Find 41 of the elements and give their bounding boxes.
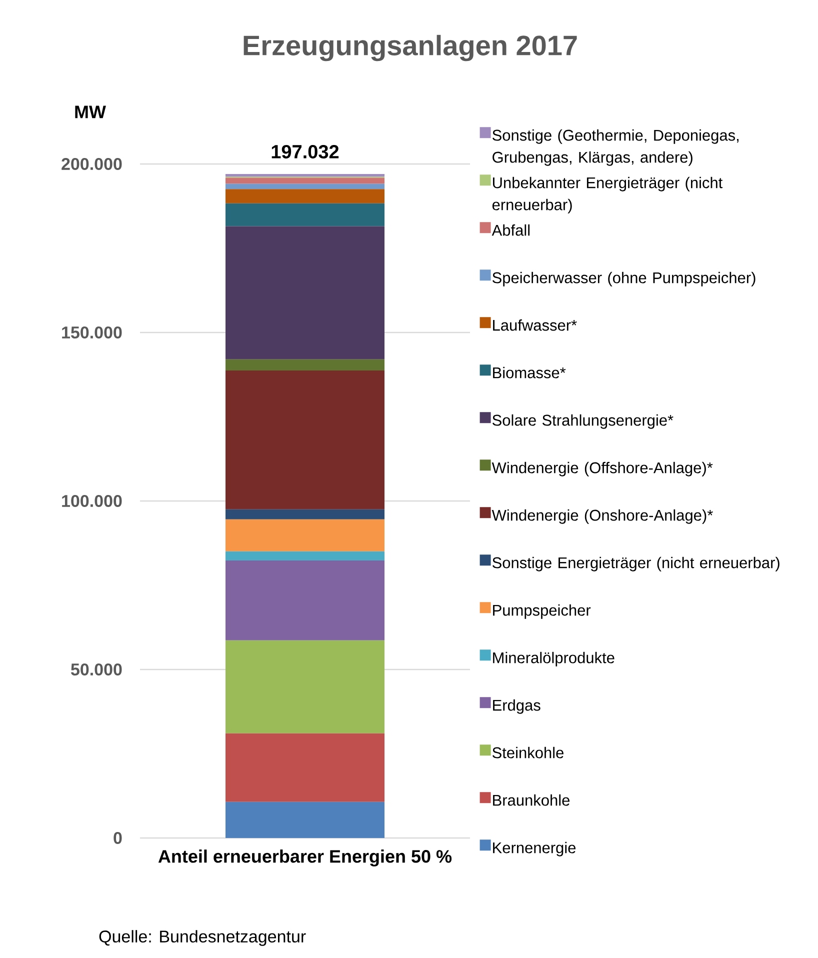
legend-label: Braunkohle: [493, 794, 570, 806]
bar: [226, 226, 384, 360]
x-axis-title: Anteil erneuerbarer Energien 50 %: [158, 850, 452, 866]
y-tick-label: 0: [114, 832, 122, 844]
y-tick-label: 100.000: [62, 494, 122, 508]
chart-title: Erzeugungsanlagen 2017: [244, 34, 577, 62]
y-tick-label: 200.000: [62, 158, 122, 170]
legend-label: Abfall: [492, 224, 530, 236]
legend-label: Mineralölprodukte: [493, 652, 614, 666]
legend-label: Sonstige Energieträger (nicht erneuerbar): [492, 556, 780, 572]
legend-label: Speicherwasser (ohne Pumpspeicher): [492, 272, 756, 286]
bar: [226, 370, 384, 510]
legend-label: Sonstige (Geothermie, Deponiegas, Grubengas, Klärgas, andere): [492, 129, 738, 166]
bar: [226, 802, 384, 838]
legend-label: Solare Strahlungsenergie*: [492, 414, 674, 429]
total-label: 197.032: [272, 144, 339, 158]
legend-label: Erdgas: [493, 699, 540, 714]
y-tick-label: 50.000: [70, 663, 122, 676]
legend-label: Windenergie (Offshore-Anlage)*: [492, 462, 713, 476]
legend-label: Laufwasser*: [493, 319, 577, 331]
bar: [226, 178, 384, 184]
legend-label: Pumpspeicher: [493, 604, 591, 619]
bar: [226, 733, 384, 802]
bar: [226, 551, 384, 561]
legend-label: Kernenergie: [493, 842, 576, 856]
bar: [226, 174, 384, 177]
legend-label: Biomasse*: [493, 366, 566, 378]
legend-label: Steinkohle: [492, 746, 564, 758]
bar: [226, 560, 384, 640]
bar: [226, 189, 384, 204]
bar: [226, 640, 384, 734]
bar: [226, 359, 384, 370]
bar: [226, 184, 384, 190]
y-axis-title: MW: [75, 106, 106, 118]
source-note: Quelle: Bundesnetzagentur: [99, 930, 306, 946]
legend-label: Windenergie (Onshore-Anlage)*: [492, 509, 713, 524]
bar: [226, 509, 384, 520]
bar: [226, 519, 384, 552]
legend-label: Unbekannter Energieträger (nicht erneuerbar): [492, 176, 723, 214]
bar: [226, 203, 384, 226]
y-tick-label: 150.000: [62, 326, 122, 339]
